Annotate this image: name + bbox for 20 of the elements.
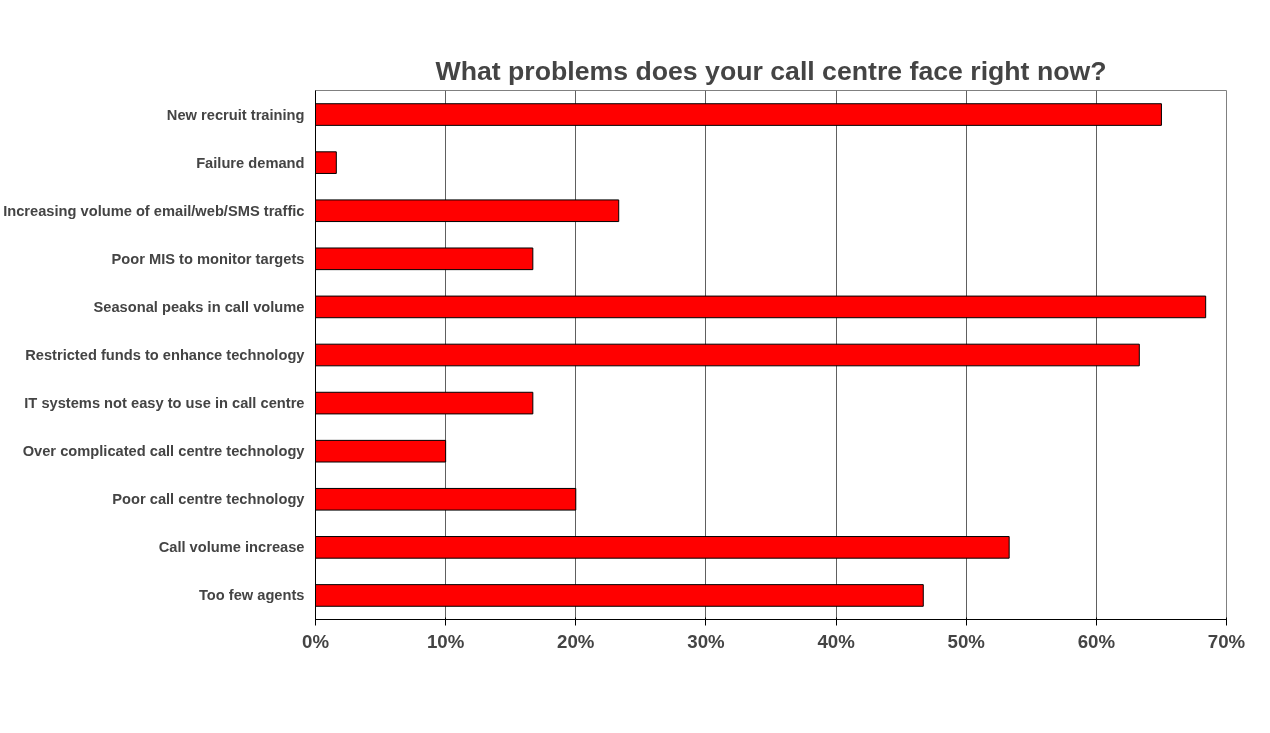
x-tick-label: 70% <box>1207 630 1246 652</box>
y-tick-label: New recruit training <box>166 106 305 123</box>
y-tick-label: Call volume increase <box>158 539 305 556</box>
chart-title: What problems does your call centre face right now? <box>435 55 1107 86</box>
x-tick-label: 60% <box>1077 630 1116 652</box>
x-tick-label: 50% <box>947 630 986 652</box>
x-tick-label: 0% <box>302 630 330 652</box>
y-tick-label: IT systems not easy to use in call centre <box>24 395 305 412</box>
y-tick-label: Increasing volume of email/web/SMS traffic <box>3 202 305 219</box>
y-tick-label: Failure demand <box>196 154 305 171</box>
x-tick-label: 10% <box>426 630 465 652</box>
x-tick-label: 40% <box>817 630 856 652</box>
y-tick-label: Over complicated call centre technology <box>22 443 306 460</box>
y-tick-label: Seasonal peaks in call volume <box>93 298 305 315</box>
x-tick-label: 30% <box>687 630 726 652</box>
y-tick-label: Poor call centre technology <box>112 491 306 508</box>
y-tick-label: Too few agents <box>198 587 305 604</box>
y-tick-label: Poor MIS to monitor targets <box>111 250 305 267</box>
y-tick-label: Restricted funds to enhance technology <box>25 347 306 363</box>
x-tick-label: 20% <box>557 630 595 652</box>
